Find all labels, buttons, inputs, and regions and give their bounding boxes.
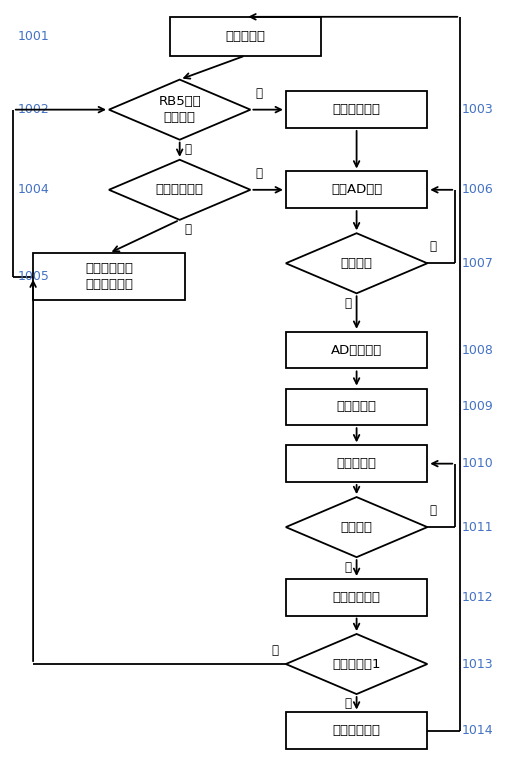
Text: 1007: 1007	[461, 257, 493, 270]
Text: 是: 是	[344, 297, 352, 310]
Bar	[286, 389, 427, 425]
Text: 否: 否	[430, 504, 437, 517]
Text: 启动扫描按键: 启动扫描按键	[333, 103, 381, 116]
Text: 显示实时压力: 显示实时压力	[333, 591, 381, 604]
Text: 是: 是	[344, 561, 352, 574]
Text: 是: 是	[344, 697, 352, 710]
Text: 系统初始化: 系统初始化	[225, 30, 265, 43]
Text: 采样结束: 采样结束	[341, 257, 373, 270]
Text: 是: 是	[256, 166, 263, 179]
Text: 1004: 1004	[18, 183, 50, 196]
Text: 中央处理单元
保持休眠状态: 中央处理单元 保持休眠状态	[85, 262, 133, 291]
Text: 1001: 1001	[18, 30, 50, 43]
Text: 是: 是	[256, 87, 263, 100]
Text: 中断标志为1: 中断标志为1	[332, 657, 381, 670]
Text: 否: 否	[430, 240, 437, 253]
Text: 1002: 1002	[18, 103, 50, 116]
Bar	[286, 332, 427, 368]
Polygon shape	[286, 497, 427, 557]
Text: AD数据读取: AD数据读取	[331, 344, 382, 357]
Text: 否: 否	[185, 143, 192, 156]
Text: 关断恒流源: 关断恒流源	[337, 400, 377, 413]
Text: 1012: 1012	[461, 591, 493, 604]
Bar	[286, 172, 427, 208]
Text: 否: 否	[271, 644, 278, 657]
Text: 校准结束: 校准结束	[341, 521, 373, 534]
Text: 1013: 1013	[461, 657, 493, 670]
Polygon shape	[109, 80, 250, 140]
Text: 休眠时间结束: 休眠时间结束	[156, 183, 204, 196]
Text: 启动AD采样: 启动AD采样	[331, 183, 382, 196]
Text: 1008: 1008	[461, 344, 493, 357]
Text: RB5端口
电平变化: RB5端口 电平变化	[158, 95, 201, 124]
Text: 1010: 1010	[461, 457, 493, 470]
Polygon shape	[286, 233, 427, 293]
Text: 模拟量校准: 模拟量校准	[337, 457, 377, 470]
Text: 1014: 1014	[461, 724, 493, 737]
Text: 1003: 1003	[461, 103, 493, 116]
Bar	[286, 91, 427, 128]
Bar	[286, 446, 427, 482]
Polygon shape	[109, 160, 250, 220]
Text: 1006: 1006	[461, 183, 493, 196]
Bar	[286, 579, 427, 616]
Text: 中断状态置零: 中断状态置零	[333, 724, 381, 737]
Text: 否: 否	[185, 223, 192, 236]
Text: 1009: 1009	[461, 400, 493, 413]
Bar	[170, 17, 321, 55]
Text: 1011: 1011	[461, 521, 493, 534]
Polygon shape	[286, 634, 427, 694]
Text: 1005: 1005	[18, 270, 50, 283]
Bar	[286, 713, 427, 749]
Bar	[33, 253, 185, 300]
